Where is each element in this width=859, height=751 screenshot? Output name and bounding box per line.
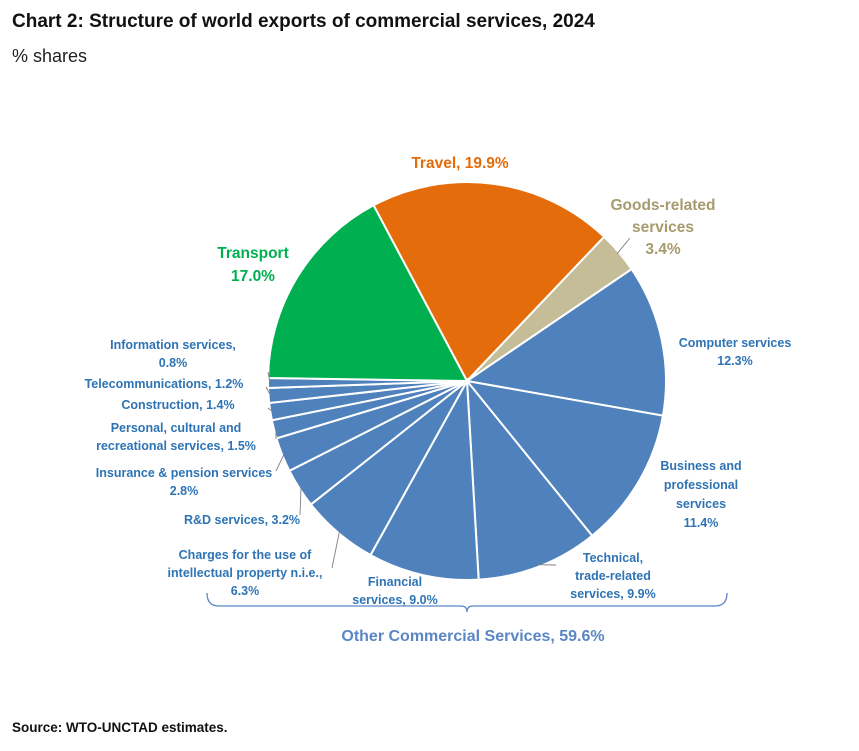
slice-label-business: Business and professional services 11.4% (660, 459, 741, 530)
leader-line-telecom (265, 386, 271, 396)
slice-label-line: Personal, cultural and (111, 421, 242, 435)
slice-label-travel: Travel, 19.9% (411, 155, 509, 172)
slice-label-line: 2.8% (170, 484, 199, 498)
pie-slice-financial (369, 377, 480, 581)
leader-line-charges (331, 531, 340, 569)
slice-label-line: services, 9.0% (352, 593, 438, 607)
pie-slice-transport (267, 203, 469, 383)
slice-label-line: 17.0% (231, 268, 275, 285)
group-label-other-services: Other Commercial Services, 59.6% (341, 628, 604, 645)
slice-label-line: 11.4% (684, 516, 719, 530)
slice-label-line: services, 9.9% (570, 587, 656, 601)
slice-label-line: intellectual property n.i.e., (168, 566, 323, 580)
slice-label-line: services (676, 497, 726, 511)
slice-label-line: services (632, 219, 694, 236)
slice-label-line: 3.4% (645, 241, 681, 258)
slice-label-charges: Charges for the use of intellectual prope… (168, 548, 323, 598)
slice-label-personal: Personal, cultural and recreational servi… (96, 421, 256, 453)
slice-label-line: Technical, (583, 551, 643, 565)
slice-label-line: Business and (660, 459, 741, 473)
pie-slice-technical (465, 377, 594, 581)
slice-label-line: Telecommunications, 1.2% (85, 377, 244, 391)
slice-label-computer: Computer services 12.3% (679, 336, 792, 368)
slice-label-line: 12.3% (717, 354, 752, 368)
chart-title: Chart 2: Structure of world exports of c… (12, 11, 595, 32)
leader-line-information (267, 371, 271, 384)
slice-label-insurance: Insurance & pension services 2.8% (96, 466, 273, 498)
slice-label-line: Construction, 1.4% (121, 398, 234, 412)
leader-line-construction (267, 407, 273, 412)
slice-label-information: Information services, 0.8% (110, 338, 236, 370)
pie-slice-computer (464, 267, 667, 417)
slice-label-line: Transport (217, 245, 288, 262)
slice-label-line: recreational services, 1.5% (96, 439, 256, 453)
slice-label-line: Computer services (679, 336, 792, 350)
slice-label-transport: Transport 17.0% (217, 245, 288, 285)
slice-label-construction: Construction, 1.4% (121, 398, 234, 412)
slice-label-line: Charges for the use of (179, 548, 312, 562)
pie-slices (267, 181, 667, 581)
slice-label-line: 0.8% (159, 356, 188, 370)
slice-label-line: 6.3% (231, 584, 260, 598)
chart-subtitle: % shares (12, 46, 88, 66)
slice-label-line: trade-related (575, 569, 651, 583)
slice-label-line: Information services, (110, 338, 236, 352)
slice-labels: Travel, 19.9% Goods-related services 3.4% Co… (85, 155, 792, 607)
slice-label-line: Financial (368, 575, 422, 589)
slice-label-line: Insurance & pension services (96, 466, 273, 480)
slice-label-line: Goods-related (610, 197, 715, 214)
slice-label-line: R&D services, 3.2% (184, 513, 300, 527)
pie-slice-business (464, 379, 665, 538)
source-note: Source: WTO-UNCTAD estimates. (12, 720, 228, 735)
slice-label-line: Travel, 19.9% (411, 155, 509, 172)
pie-slice-travel (372, 181, 606, 383)
slice-label-line: professional (664, 478, 738, 492)
slice-label-financial: Financial services, 9.0% (352, 575, 438, 607)
leader-line-goods (616, 237, 631, 254)
slice-label-telecom: Telecommunications, 1.2% (85, 377, 244, 391)
slice-label-rnd: R&D services, 3.2% (184, 513, 300, 527)
leader-lines (265, 237, 631, 569)
slice-label-goods: Goods-related services 3.4% (610, 197, 715, 258)
group-bracket (206, 592, 728, 613)
leader-line-insurance (275, 453, 285, 472)
leader-line-rnd (299, 487, 302, 516)
slice-label-technical: Technical, trade-related services, 9.9% (570, 551, 656, 601)
